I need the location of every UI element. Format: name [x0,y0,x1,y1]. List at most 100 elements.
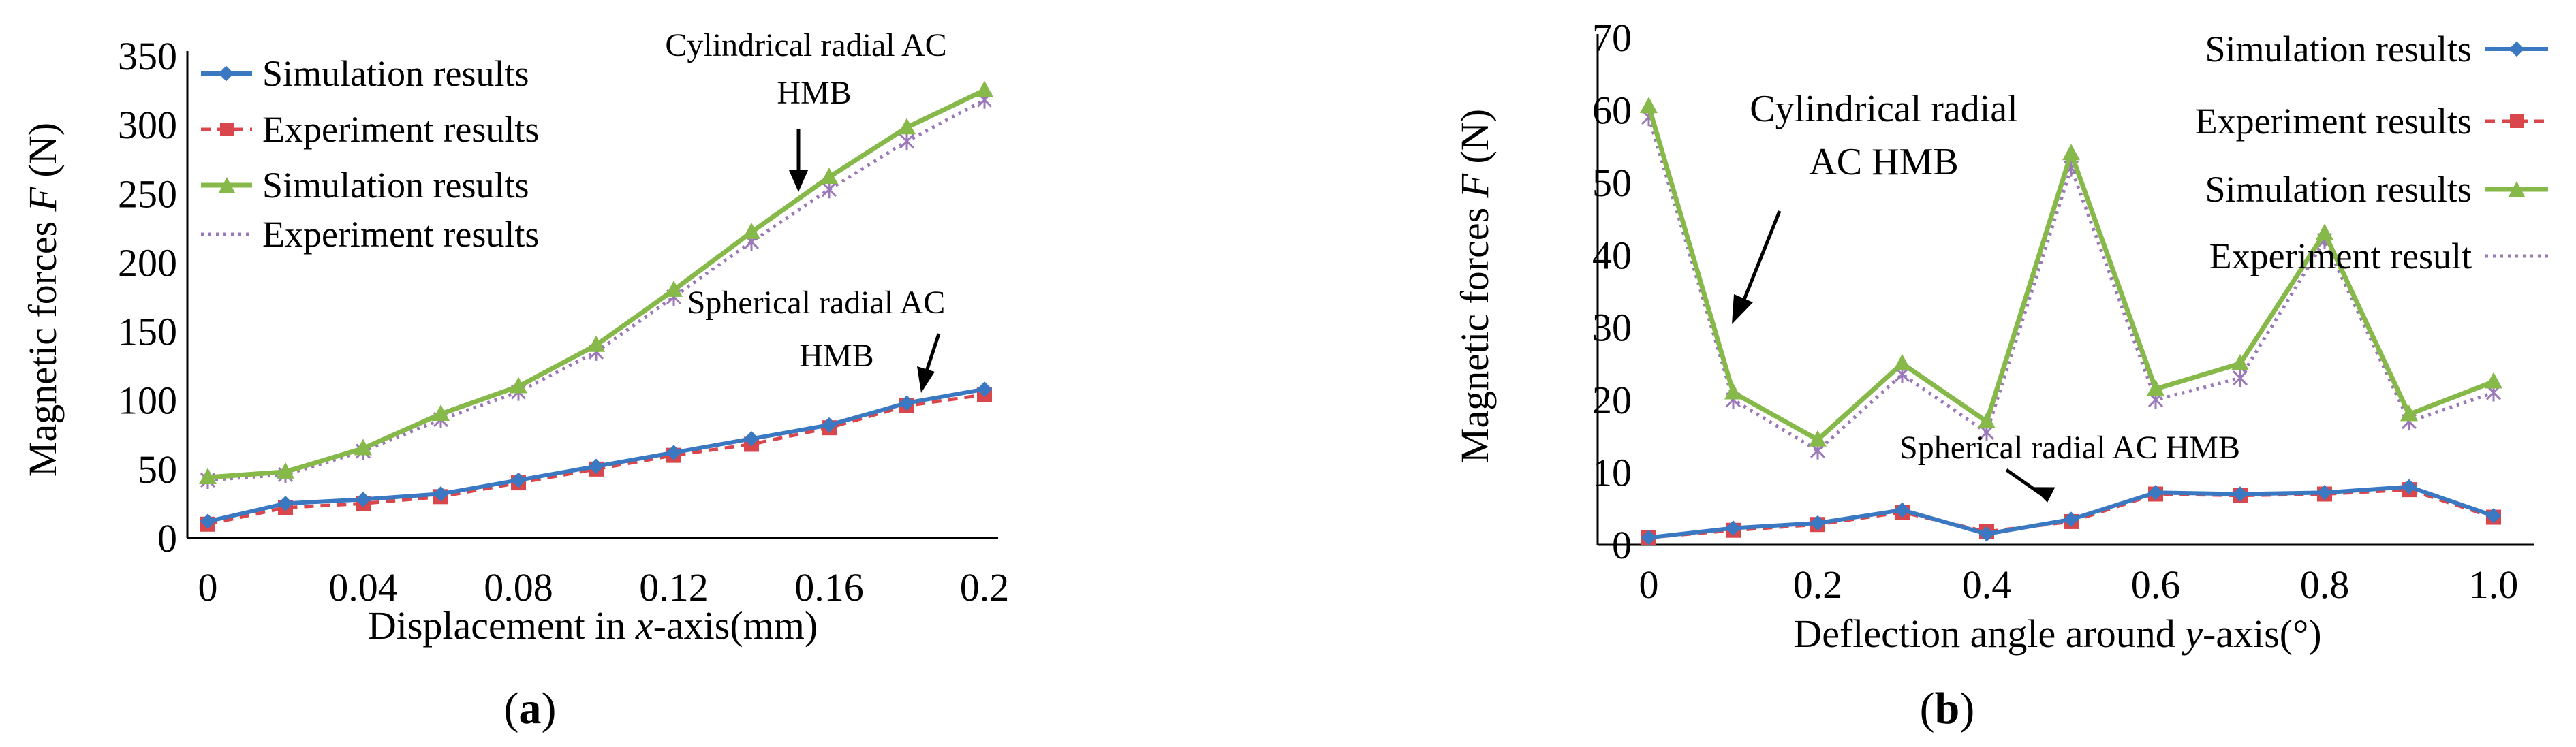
data-point [2316,223,2333,240]
data-point [1641,530,1657,545]
x-ticks-a: 0 0.04 0.08 0.12 0.16 0.2 [198,565,1010,609]
data-point [899,132,915,150]
data-point [2147,379,2164,396]
chart-panel-b: 0 10 20 30 40 50 60 70 0 0.2 0.4 0.6 0.8 1.0 Magneti… [1453,16,2548,733]
arrow-icon [1732,210,1782,324]
data-point [743,431,760,447]
x-tick-label: 0.6 [2131,562,2181,607]
data-point [1809,430,1827,447]
legend-a: Simulation results Experiment results Si… [201,53,539,255]
data-point [510,377,527,394]
arrow-icon [2005,468,2055,503]
data-point [743,222,760,239]
data-point [899,395,915,411]
annotation-cylindrical-a: Cylindrical radial AC [665,27,946,63]
y-ticks-a: 0 50 100 150 200 250 300 350 [118,34,177,560]
y-tick-label: 40 [1592,233,1632,277]
x-tick-label: 0 [1639,562,1659,607]
legend-item-sim-large-b: Simulation results [2205,169,2548,210]
y-tick-label: 200 [118,240,177,285]
x-tick-label: 0.16 [794,565,864,609]
y-tick-label: 0 [157,516,177,560]
y-tick-label: 70 [1592,16,1632,60]
y-tick-label: 10 [1592,451,1632,495]
legend-item-sim-small-a: Simulation results [201,53,529,94]
legend-label: Simulation results [262,53,529,94]
data-point [665,280,683,297]
legend-label: Experiment result [2209,236,2472,276]
data-point [277,496,294,511]
data-point [510,472,527,488]
y-tick-label: 20 [1592,378,1632,422]
x-tick-label: 0.2 [1793,562,1843,607]
annotation-spherical-a: Spherical radial AC [687,285,946,321]
data-point [354,439,372,456]
legend-label: Experiment results [262,214,539,255]
legend-marker [2510,114,2524,128]
data-point [2485,372,2502,389]
legend-item-exp-large-b: Experiment result [2209,236,2548,276]
y-tick-label: 350 [118,34,177,78]
y-tick-label: 50 [1592,161,1632,205]
data-point [1724,383,1742,400]
x-tick-label: 0.2 [960,565,1010,609]
series-2 [199,80,993,484]
data-point [1893,353,1911,370]
data-point [587,335,605,352]
data-point [2062,144,2080,161]
data-point [976,381,993,397]
x-tick-label: 0.04 [328,565,398,609]
x-ticks-b: 0 0.2 0.4 0.6 0.8 1.0 [1639,562,2519,607]
legend-label: Experiment results [262,109,539,150]
x-tick-label: 0.4 [1962,562,2012,607]
y-axis-label-a: Magnetic forces F (N) [20,123,65,477]
data-point [1810,515,1826,531]
y-tick-label: 50 [138,447,177,492]
annotation-cylindrical-b-line2: AC HMB [1809,141,1958,183]
data-point [820,168,838,185]
y-tick-label: 250 [118,172,177,216]
legend-b: Simulation results Experiment results Si… [2195,29,2548,276]
legend-label: Simulation results [262,165,529,206]
series-2 [1640,97,2502,447]
legend-item-exp-small-b: Experiment results [2195,101,2548,142]
data-point [2316,485,2333,500]
series-0 [1641,479,2502,545]
data-point [1978,412,1996,429]
arrow-icon [789,129,808,192]
legend-label: Experiment results [2195,101,2472,142]
series-a [199,80,993,532]
legend-marker [2509,41,2525,57]
data-point [199,467,217,484]
legend-label: Simulation results [2205,169,2472,210]
data-point [2063,511,2079,528]
legend-label: Simulation results [2205,29,2472,69]
y-axis-label-b: Magnetic forces F (N) [1453,109,1497,463]
data-point [1894,502,1910,518]
x-axis-label-b: Deflection angle around y-axis(°) [1793,611,2321,656]
legend-item-sim-small-b: Simulation results [2205,29,2548,69]
y-tick-label: 30 [1592,306,1632,350]
data-point [2485,508,2502,524]
arrow-icon [917,333,941,393]
annotation-cylindrical-a-line2: HMB [777,75,851,111]
x-tick-label: 0.8 [2300,562,2350,607]
annotation-spherical-b: Spherical radial AC HMB [1899,430,2240,466]
y-tick-label: 150 [118,310,177,354]
data-point [1978,526,1995,542]
data-point [666,445,682,460]
data-point [1640,97,1658,114]
legend-item-exp-small-a: Experiment results [201,109,539,150]
y-tick-label: 300 [118,103,177,147]
legend-marker [2509,181,2525,197]
data-point [2147,485,2164,500]
y-tick-label: 0 [1612,523,1632,567]
y-tick-label: 60 [1592,88,1632,132]
data-point [432,404,450,421]
data-point [2232,486,2248,502]
data-point [976,80,993,97]
legend-item-exp-large-a: Experiment results [201,214,539,255]
panel-label-b: (b) [1920,684,1975,733]
